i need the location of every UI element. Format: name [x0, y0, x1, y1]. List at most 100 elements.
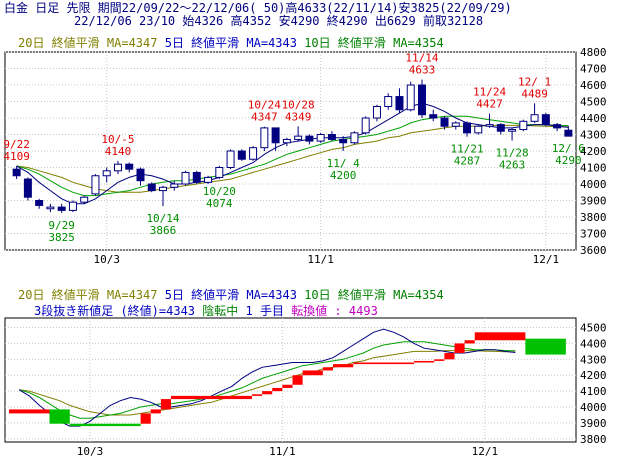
candle-body — [519, 120, 528, 131]
x-tick-label: 11/1 — [269, 445, 296, 458]
candle-body — [57, 206, 66, 211]
ma-legend-bottom: 20日 終値平滑 MA=4347 5日 終値平滑 MA=4343 10日 終値平… — [18, 288, 444, 302]
low-annotation-date: 11/28 — [496, 147, 529, 160]
y-tick-label: 4100 — [580, 385, 607, 398]
candlestick-panel: 3600 3700 3800 3900 4000 4100 4200 4300 4400 4500… — [3, 46, 606, 266]
high-annotation-date: 11/24 — [473, 86, 506, 99]
x-tick-label: 11/1 — [307, 253, 334, 266]
y-tick-label: 4300 — [580, 129, 607, 142]
candle-body — [35, 200, 44, 206]
candle-body — [541, 114, 550, 126]
high-annotation-value: 4633 — [409, 64, 436, 77]
y-tick-label: 3700 — [580, 228, 607, 241]
candle-body — [181, 171, 190, 185]
high-annotation-value: 4489 — [521, 87, 548, 100]
candle-body — [159, 186, 168, 192]
renko-brick — [9, 409, 50, 414]
low-annotation-value: 4200 — [330, 169, 357, 182]
renko-brick — [464, 340, 475, 344]
y-tick-label: 3900 — [580, 195, 607, 208]
y-tick-label: 4500 — [580, 96, 607, 109]
candle-body — [339, 138, 348, 144]
high-annotation-date: 10/24 — [248, 99, 281, 112]
renko-brick — [160, 399, 171, 410]
x-tick-label: 12/1 — [472, 445, 499, 458]
renko-panel: 3800 3900 4000 4100 4200 4300 4400 4500 10/3 11/1… — [4, 317, 607, 458]
y-tick-label: 4400 — [580, 337, 607, 350]
candle-body — [350, 132, 359, 144]
y-tick-label: 4700 — [580, 63, 607, 76]
y-tick-label: 4800 — [580, 46, 607, 59]
candle-body — [440, 117, 449, 127]
y-tick-label: 4300 — [580, 353, 607, 366]
low-annotation-value: 4287 — [454, 155, 481, 168]
renko-brick — [272, 387, 283, 392]
candle-body — [485, 124, 494, 127]
renko-brick — [474, 332, 526, 341]
low-annotation-value: 4074 — [206, 197, 233, 210]
high-annotation-date: 9/22 — [3, 138, 30, 151]
candle-body — [260, 127, 269, 149]
renko-brick — [525, 338, 566, 355]
renko-brick — [49, 409, 70, 424]
candle-body — [496, 124, 505, 132]
renko-week: 1 手目 — [245, 304, 284, 318]
candle-body — [23, 178, 32, 198]
candle-body — [125, 163, 134, 170]
renko-ma20-line — [19, 350, 516, 416]
chart-header-line-2: 22/12/06 23/10 始4326 高4352 安4290 終4290 出… — [74, 14, 484, 28]
y-tick-label: 3600 — [580, 244, 607, 257]
ma-legend-top: 20日 終値平滑 MA=4347 5日 終値平滑 MA=4343 10日 終値平… — [18, 36, 444, 50]
y-tick-label: 4000 — [580, 178, 607, 191]
candle-body — [530, 114, 539, 122]
renko-status: 陰転中 — [202, 304, 239, 318]
renko-brick — [150, 409, 161, 414]
ma10-legend: 10日 終値平滑 MA=4354 — [304, 36, 444, 50]
renko-brick — [292, 375, 303, 385]
low-annotation-date: 11/21 — [450, 143, 483, 156]
candle-body — [305, 135, 314, 142]
candle-body — [192, 171, 201, 183]
renko-brick — [322, 367, 333, 371]
high-annotation-value: 4140 — [105, 145, 132, 158]
candle-body — [215, 167, 224, 178]
renko-brick — [252, 394, 263, 396]
renko-brick — [140, 413, 151, 424]
candle-body — [406, 84, 415, 111]
candle-body — [372, 105, 381, 119]
candle-body — [80, 196, 89, 203]
candle-body — [249, 147, 258, 160]
candle-body — [564, 129, 573, 137]
y-tick-label: 4100 — [580, 162, 607, 175]
candle-body — [113, 163, 122, 172]
low-annotation-date: 9/29 — [48, 219, 75, 232]
ma5-line — [16, 102, 569, 205]
high-annotation-value: 4347 — [251, 111, 278, 124]
candle-body — [102, 170, 111, 177]
y-tick-label: 4400 — [580, 112, 607, 125]
candle-body — [463, 122, 472, 134]
renko-turn-label: 転換値 : — [291, 304, 342, 318]
low-annotation-date: 11/ 4 — [327, 157, 360, 170]
renko-brick — [262, 391, 273, 395]
candle-body — [170, 183, 179, 188]
y-tick-label: 4500 — [580, 322, 607, 335]
ma10-legend-bottom: 10日 終値平滑 MA=4354 — [304, 288, 444, 302]
renko-brick — [454, 343, 465, 353]
high-annotation-date: 10/28 — [282, 98, 315, 111]
candle-body — [237, 150, 246, 160]
high-annotation-value: 4427 — [476, 98, 503, 111]
renko-info: 3段抜き新値足 (終値)=4343 陰転中 1 手目 転換値 : 4493 — [34, 304, 378, 318]
chart-header-line-1: 白金 日足 先限 期間22/09/22～22/12/06( 50)高4633(2… — [4, 1, 512, 15]
candle-body — [327, 134, 336, 140]
renko-brick — [333, 364, 354, 368]
y-tick-label: 4200 — [580, 145, 607, 158]
low-annotation-value: 4263 — [499, 159, 526, 172]
candle-body — [474, 125, 483, 134]
x-tick-label: 10/3 — [77, 445, 104, 458]
candle-body — [91, 175, 100, 195]
candle-body — [294, 135, 303, 140]
renko-brick — [171, 395, 252, 400]
high-annotation-value: 4349 — [285, 110, 312, 123]
